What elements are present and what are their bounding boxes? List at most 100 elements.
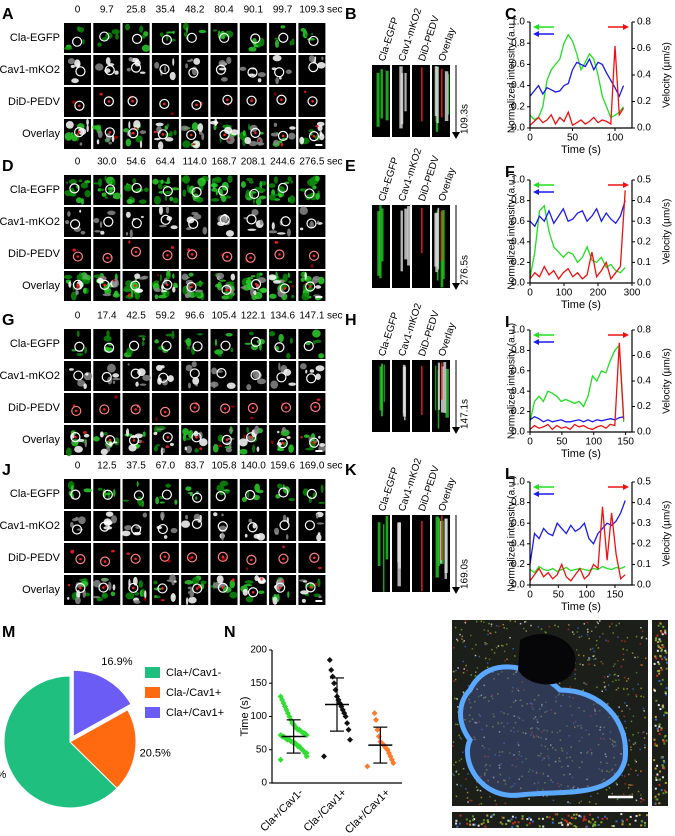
micrograph-speckle xyxy=(595,803,597,805)
signal-blob xyxy=(231,578,235,582)
y-tick-label: 0.2 xyxy=(511,559,525,570)
y2-tick-label: 0.3 xyxy=(637,216,651,227)
signal-blob xyxy=(319,443,326,447)
micrograph-speckle xyxy=(574,677,576,680)
projection-speckle xyxy=(660,683,663,686)
signal-blob xyxy=(212,443,219,453)
micrograph-speckle xyxy=(608,771,611,773)
virus-dot xyxy=(195,103,198,107)
signal-blob xyxy=(259,219,263,226)
micrograph-speckle xyxy=(464,621,467,624)
kymo-streak xyxy=(385,516,389,560)
tracking-circle xyxy=(221,434,232,445)
micrograph-speckle xyxy=(587,659,589,661)
signal-blob xyxy=(226,437,235,440)
tracking-circle xyxy=(309,437,320,448)
micrograph-speckle xyxy=(600,660,602,663)
signal-blob xyxy=(83,273,87,279)
tracking-circle xyxy=(160,214,171,225)
micrograph-speckle xyxy=(584,683,587,685)
micrograph-speckle xyxy=(515,671,517,673)
signal-blob xyxy=(166,123,170,128)
micrograph-speckle xyxy=(593,655,595,657)
signal-blob xyxy=(83,433,90,438)
tracking-circle xyxy=(277,438,288,449)
signal-blob xyxy=(169,442,174,447)
data-line xyxy=(529,190,626,281)
projection-speckle xyxy=(490,814,493,817)
micrograph-speckle xyxy=(521,681,524,683)
signal-blob xyxy=(82,39,85,45)
micrograph-speckle xyxy=(542,772,545,775)
micrograph-speckle xyxy=(566,725,568,727)
axis-arrow-head xyxy=(533,484,539,490)
signal-blob xyxy=(165,275,171,280)
signal-blob xyxy=(99,431,104,438)
signal-blob xyxy=(164,137,174,142)
signal-blob xyxy=(281,426,286,433)
signal-blob xyxy=(141,341,145,346)
tracking-circle xyxy=(247,67,258,78)
signal-blob xyxy=(139,383,147,386)
data-line xyxy=(529,565,626,574)
signal-blob xyxy=(259,180,263,190)
micrograph-speckle xyxy=(581,736,583,739)
channel-label: Overlay xyxy=(437,477,458,513)
micrograph-speckle xyxy=(574,673,576,676)
micrograph-speckle xyxy=(536,721,539,724)
tracking-circle xyxy=(274,342,285,353)
signal-blob xyxy=(310,264,314,268)
micrograph-speckle xyxy=(544,781,546,784)
signal-blob xyxy=(127,363,130,366)
projection-speckle xyxy=(658,672,661,675)
projection-speckle xyxy=(665,687,668,690)
micrograph-speckle xyxy=(520,755,523,758)
projection-speckle xyxy=(531,820,534,823)
signal-blob xyxy=(291,294,295,299)
micrograph-speckle xyxy=(474,700,476,703)
micrograph-speckle xyxy=(596,792,599,795)
micrograph-speckle xyxy=(534,716,537,718)
micrograph-speckle xyxy=(483,629,486,631)
signal-blob xyxy=(170,187,180,191)
time-label: 159.6 xyxy=(270,461,295,472)
tracking-circle xyxy=(72,36,83,47)
signal-blob xyxy=(103,526,113,530)
micrograph-speckle xyxy=(601,780,603,782)
micrograph-speckle xyxy=(600,761,602,764)
time-label: 12.5 xyxy=(97,461,117,472)
micrograph-speckle xyxy=(579,663,582,665)
signal-blob xyxy=(276,232,286,235)
signal-blob xyxy=(107,581,112,591)
panel-letter: J xyxy=(2,462,11,479)
tracking-circle xyxy=(244,489,256,501)
projection-speckle xyxy=(662,792,665,795)
projection-speckle xyxy=(664,629,667,632)
x-tick-label: Cla+/Cav1+ xyxy=(343,787,393,836)
projection-speckle xyxy=(528,816,531,819)
projection-speckle xyxy=(601,817,604,820)
y2-axis-title: Velocity (µm/s) xyxy=(662,42,673,108)
micrograph-speckle xyxy=(620,665,623,668)
signal-blob xyxy=(317,220,320,224)
projection-speckle xyxy=(514,816,517,819)
signal-blob xyxy=(279,76,282,80)
signal-blob xyxy=(199,438,208,447)
virus-dot xyxy=(134,408,137,411)
micrograph-speckle xyxy=(617,660,619,662)
kymo-streak xyxy=(435,212,438,273)
virus-dot xyxy=(249,436,253,439)
micrograph-speckle xyxy=(622,653,625,655)
micrograph-speckle xyxy=(518,753,520,756)
signal-blob xyxy=(78,27,85,33)
projection-speckle xyxy=(515,825,518,828)
tracking-circle xyxy=(73,370,84,381)
projection-speckle xyxy=(568,822,571,825)
tracking-circle xyxy=(158,372,169,383)
micrograph-speckle xyxy=(532,734,535,737)
signal-blob xyxy=(230,273,236,281)
micrograph-speckle xyxy=(469,701,471,704)
virus-dot xyxy=(251,406,255,410)
data-point xyxy=(345,726,352,733)
signal-blob xyxy=(249,331,254,336)
